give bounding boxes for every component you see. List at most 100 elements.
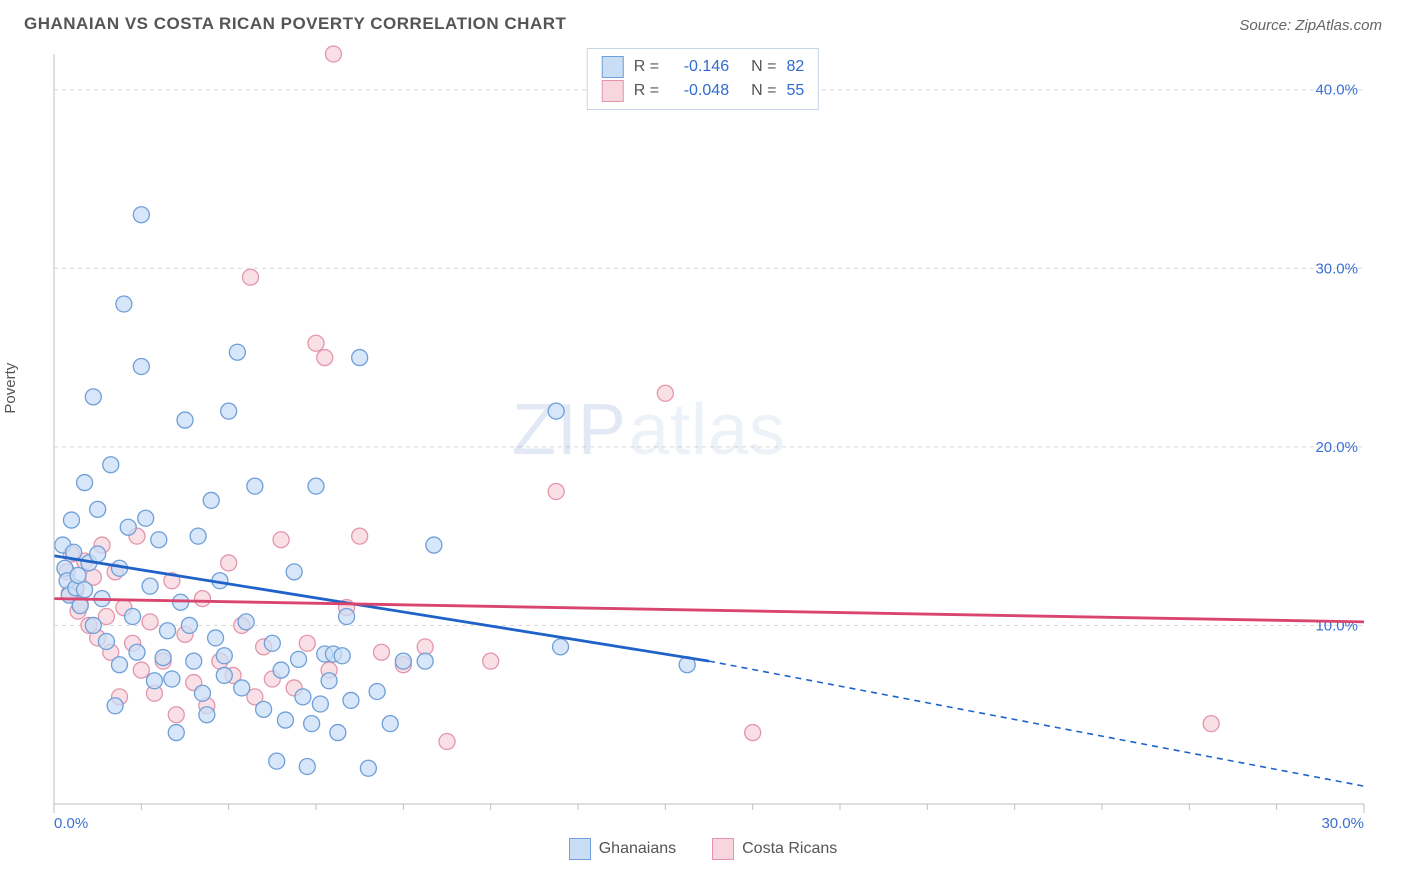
scatter-point xyxy=(308,478,324,494)
legend-r-value: -0.048 xyxy=(669,79,729,103)
scatter-point xyxy=(199,707,215,723)
scatter-point xyxy=(133,207,149,223)
x-tick-label: 30.0% xyxy=(1321,815,1364,832)
scatter-point xyxy=(133,662,149,678)
chart-container: Poverty 10.0%20.0%30.0%40.0%ZIPatlas0.0%… xyxy=(24,44,1382,834)
watermark: ZIPatlas xyxy=(512,390,786,470)
scatter-point xyxy=(657,385,673,401)
scatter-point xyxy=(269,753,285,769)
scatter-point xyxy=(369,684,385,700)
legend-swatch xyxy=(602,80,624,102)
scatter-point xyxy=(238,614,254,630)
scatter-point xyxy=(103,457,119,473)
scatter-point xyxy=(1203,716,1219,732)
scatter-point xyxy=(98,634,114,650)
legend-swatch xyxy=(602,56,624,78)
scatter-point xyxy=(190,528,206,544)
legend-row: R = -0.146N = 82 xyxy=(602,55,804,79)
scatter-point xyxy=(339,609,355,625)
scatter-point xyxy=(164,671,180,687)
scatter-point xyxy=(417,639,433,655)
scatter-point xyxy=(343,692,359,708)
scatter-point xyxy=(553,639,569,655)
legend-r-value: -0.146 xyxy=(669,55,729,79)
scatter-point xyxy=(129,644,145,660)
legend-r-label: R = xyxy=(634,79,659,103)
scatter-point xyxy=(291,651,307,667)
scatter-point xyxy=(312,696,328,712)
scatter-point xyxy=(286,564,302,580)
scatter-point xyxy=(90,501,106,517)
scatter-point xyxy=(142,578,158,594)
scatter-point xyxy=(85,389,101,405)
legend-n-label: N = xyxy=(751,55,776,79)
scatter-plot: 10.0%20.0%30.0%40.0%ZIPatlas0.0%30.0% xyxy=(24,44,1374,834)
scatter-point xyxy=(77,582,93,598)
scatter-point xyxy=(299,635,315,651)
scatter-point xyxy=(325,46,341,62)
scatter-point xyxy=(112,657,128,673)
source-prefix: Source: xyxy=(1239,17,1295,34)
scatter-point xyxy=(133,359,149,375)
legend-item: Costa Ricans xyxy=(712,838,837,860)
scatter-point xyxy=(216,667,232,683)
scatter-point xyxy=(256,701,272,717)
legend-item: Ghanaians xyxy=(569,838,676,860)
scatter-point xyxy=(548,484,564,500)
source-name: ZipAtlas.com xyxy=(1295,17,1382,34)
scatter-point xyxy=(107,698,123,714)
scatter-point xyxy=(273,662,289,678)
scatter-point xyxy=(352,350,368,366)
scatter-point xyxy=(120,519,136,535)
scatter-point xyxy=(483,653,499,669)
chart-title: GHANAIAN VS COSTA RICAN POVERTY CORRELAT… xyxy=(24,14,566,34)
scatter-point xyxy=(330,725,346,741)
scatter-point xyxy=(203,492,219,508)
scatter-point xyxy=(77,475,93,491)
scatter-point xyxy=(177,412,193,428)
scatter-point xyxy=(374,644,390,660)
scatter-point xyxy=(116,296,132,312)
scatter-point xyxy=(221,403,237,419)
scatter-point xyxy=(90,546,106,562)
scatter-point xyxy=(360,760,376,776)
scatter-point xyxy=(304,716,320,732)
scatter-point xyxy=(168,707,184,723)
y-tick-label: 40.0% xyxy=(1315,82,1358,99)
scatter-point xyxy=(299,759,315,775)
legend-n-label: N = xyxy=(751,79,776,103)
scatter-point xyxy=(264,635,280,651)
legend-label: Ghanaians xyxy=(599,840,676,858)
legend-swatch xyxy=(569,838,591,860)
scatter-point xyxy=(417,653,433,669)
scatter-point xyxy=(208,630,224,646)
scatter-point xyxy=(142,614,158,630)
correlation-legend: R = -0.146N = 82R = -0.048N = 55 xyxy=(587,48,819,110)
scatter-point xyxy=(548,403,564,419)
scatter-point xyxy=(395,653,411,669)
series-legend: Ghanaians Costa Ricans xyxy=(0,838,1406,860)
source-attribution: Source: ZipAtlas.com xyxy=(1239,17,1382,34)
scatter-point xyxy=(295,689,311,705)
y-tick-label: 30.0% xyxy=(1315,260,1358,277)
scatter-point xyxy=(247,478,263,494)
scatter-point xyxy=(151,532,167,548)
scatter-point xyxy=(168,725,184,741)
scatter-point xyxy=(382,716,398,732)
scatter-point xyxy=(321,673,337,689)
scatter-point xyxy=(352,528,368,544)
y-tick-label: 20.0% xyxy=(1315,439,1358,456)
scatter-point xyxy=(181,617,197,633)
legend-n-value: 55 xyxy=(786,79,804,103)
scatter-point xyxy=(229,344,245,360)
scatter-point xyxy=(317,350,333,366)
scatter-point xyxy=(194,591,210,607)
scatter-point xyxy=(243,269,259,285)
scatter-point xyxy=(439,734,455,750)
scatter-point xyxy=(85,617,101,633)
scatter-point xyxy=(125,609,141,625)
scatter-point xyxy=(234,680,250,696)
scatter-point xyxy=(155,650,171,666)
scatter-point xyxy=(186,653,202,669)
scatter-point xyxy=(138,510,154,526)
